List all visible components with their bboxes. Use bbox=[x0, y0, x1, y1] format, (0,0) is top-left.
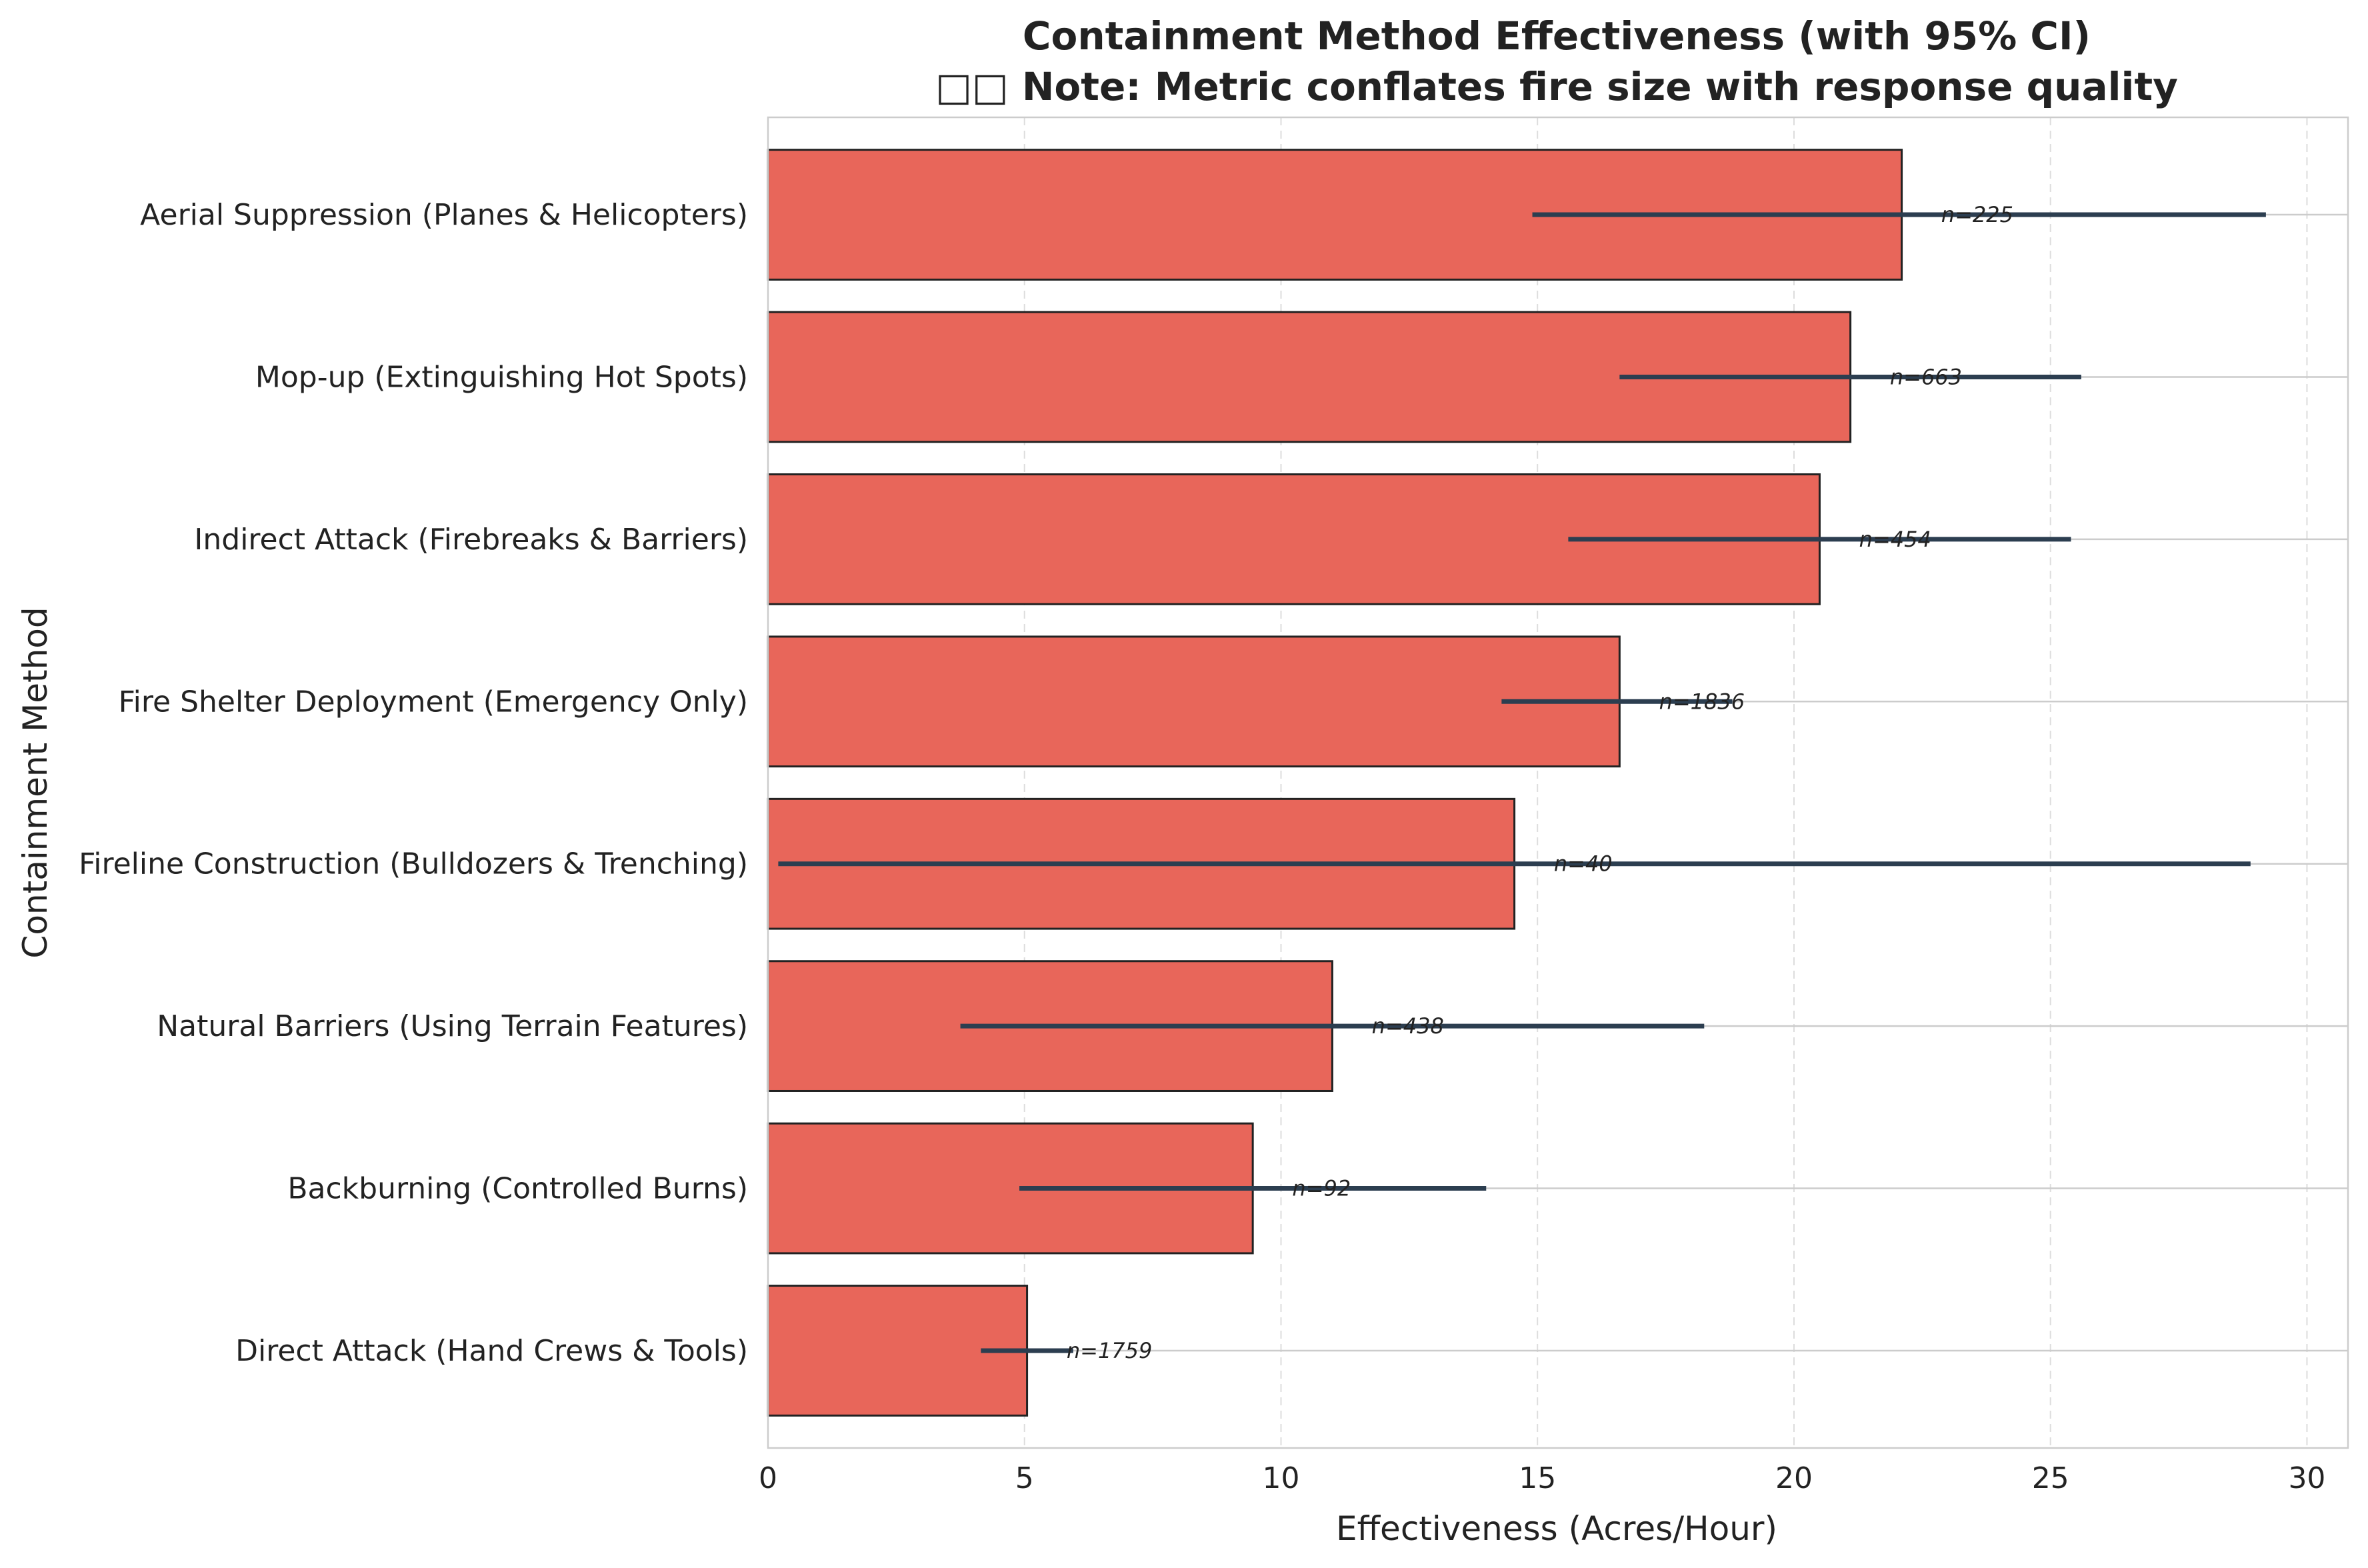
category-label: Fireline Construction (Bulldozers & Tren… bbox=[79, 847, 748, 881]
category-label: Mop-up (Extinguishing Hot Spots) bbox=[255, 360, 748, 394]
category-label: Backburning (Controlled Burns) bbox=[287, 1172, 748, 1206]
sample-size-label: n=40 bbox=[1554, 851, 1613, 877]
sample-size-label: n=92 bbox=[1292, 1176, 1351, 1201]
plot-frame bbox=[767, 116, 2349, 1449]
category-label: Natural Barriers (Using Terrain Features… bbox=[157, 1009, 748, 1043]
bar bbox=[767, 635, 1621, 768]
sample-size-label: n=225 bbox=[1941, 202, 2013, 227]
sample-size-label: n=663 bbox=[1890, 364, 1962, 389]
y-axis-title: Containment Method bbox=[16, 607, 55, 958]
x-tick-label: 15 bbox=[1519, 1461, 1556, 1495]
sample-size-label: n=454 bbox=[1859, 527, 1931, 552]
sample-size-label: n=1836 bbox=[1659, 689, 1745, 714]
x-tick-labels: 0 5 10 15 20 25 30 bbox=[759, 1461, 2325, 1495]
sample-size-label: n=1759 bbox=[1067, 1338, 1153, 1363]
x-tick-label: 20 bbox=[1775, 1461, 1813, 1495]
error-bars bbox=[778, 212, 2266, 1353]
category-label: Aerial Suppression (Planes & Helicopters… bbox=[140, 198, 748, 232]
x-axis-title: Effectiveness (Acres/Hour) bbox=[1336, 1509, 1777, 1548]
x-tick-label: 5 bbox=[1015, 1461, 1034, 1495]
x-tick-label: 25 bbox=[2032, 1461, 2069, 1495]
category-labels: Aerial Suppression (Planes & Helicopters… bbox=[79, 198, 748, 1368]
x-tick-label: 10 bbox=[1262, 1461, 1299, 1495]
chart-subtitle: □□ Note: Metric conflates fire size with… bbox=[935, 64, 2178, 109]
x-tick-label: 30 bbox=[2288, 1461, 2325, 1495]
sample-size-labels: n=225 n=663 n=454 n=1836 n=40 n=438 n=92 n=1759 bbox=[1067, 202, 2013, 1363]
x-tick-label: 0 bbox=[759, 1461, 777, 1495]
category-label: Fire Shelter Deployment (Emergency Only) bbox=[119, 685, 748, 719]
chart-title: Containment Method Effectiveness (with 9… bbox=[1023, 13, 2091, 59]
sample-size-label: n=438 bbox=[1372, 1013, 1444, 1039]
category-label: Direct Attack (Hand Crews & Tools) bbox=[235, 1334, 748, 1368]
category-label: Indirect Attack (Firebreaks & Barriers) bbox=[194, 523, 748, 557]
